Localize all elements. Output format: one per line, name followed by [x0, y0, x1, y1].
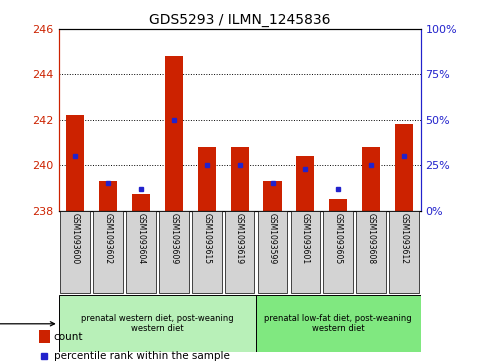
Text: GSM1093615: GSM1093615 [202, 213, 211, 265]
Bar [59, 295, 256, 352]
Bar [394, 124, 412, 211]
Bar [388, 211, 418, 293]
Bar [93, 211, 122, 293]
Bar [230, 147, 248, 211]
Bar [66, 115, 84, 211]
Bar [263, 181, 281, 211]
Bar [159, 211, 188, 293]
Bar [257, 211, 287, 293]
Bar [356, 211, 385, 293]
Text: GSM1093600: GSM1093600 [70, 213, 80, 265]
Text: percentile rank within the sample: percentile rank within the sample [54, 351, 229, 361]
Text: GSM1093601: GSM1093601 [300, 213, 309, 265]
Text: protocol: protocol [0, 319, 54, 329]
Bar [191, 211, 221, 293]
Bar [323, 211, 352, 293]
Bar [39, 330, 49, 343]
Bar [256, 295, 420, 352]
Bar [328, 199, 346, 211]
Text: GSM1093604: GSM1093604 [136, 213, 145, 265]
Text: count: count [54, 332, 83, 342]
Bar [60, 211, 90, 293]
Bar [197, 147, 215, 211]
Bar [290, 211, 320, 293]
Title: GDS5293 / ILMN_1245836: GDS5293 / ILMN_1245836 [148, 13, 330, 26]
Bar [132, 193, 150, 211]
Text: GSM1093599: GSM1093599 [267, 213, 276, 265]
Text: GSM1093619: GSM1093619 [235, 213, 244, 265]
Bar [99, 181, 117, 211]
Text: prenatal low-fat diet, post-weaning
western diet: prenatal low-fat diet, post-weaning west… [264, 314, 411, 334]
Text: prenatal western diet, post-weaning
western diet: prenatal western diet, post-weaning west… [81, 314, 233, 334]
Text: GSM1093612: GSM1093612 [399, 213, 408, 264]
Bar [362, 147, 380, 211]
Bar [296, 156, 314, 211]
Text: GSM1093605: GSM1093605 [333, 213, 342, 265]
Text: GSM1093609: GSM1093609 [169, 213, 178, 265]
Bar [126, 211, 155, 293]
Text: GSM1093602: GSM1093602 [103, 213, 112, 265]
Bar [164, 56, 183, 211]
Text: GSM1093608: GSM1093608 [366, 213, 375, 265]
Bar [224, 211, 254, 293]
